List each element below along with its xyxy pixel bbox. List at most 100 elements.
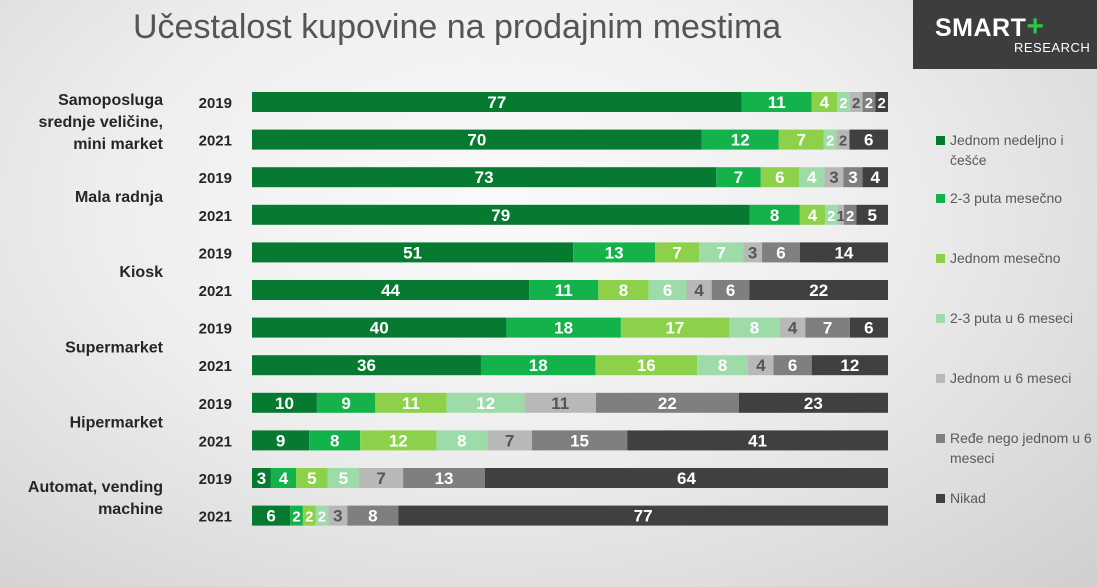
bar-segment bbox=[252, 92, 742, 112]
data-label: 3 bbox=[829, 168, 838, 187]
smart-research-logo: SMART+ RESEARCH bbox=[913, 0, 1097, 69]
data-label: 7 bbox=[716, 243, 725, 262]
year-label: 2019 bbox=[199, 471, 232, 488]
bar-segment bbox=[648, 280, 687, 300]
data-label: 11 bbox=[402, 394, 420, 413]
data-label: 6 bbox=[663, 281, 672, 300]
bar-segment bbox=[716, 167, 761, 188]
bar-segment bbox=[805, 317, 850, 338]
bar-segment bbox=[743, 242, 763, 263]
bar-segment bbox=[686, 280, 712, 300]
bar-segment bbox=[484, 468, 888, 488]
data-label: 6 bbox=[726, 281, 735, 300]
plus-icon: + bbox=[1026, 10, 1045, 43]
bar-segment bbox=[347, 505, 399, 526]
square-icon bbox=[936, 136, 945, 145]
bar-segment bbox=[252, 430, 310, 451]
bar-segment bbox=[697, 355, 749, 376]
data-label: 11 bbox=[555, 281, 573, 300]
category-label: Kiosk bbox=[119, 264, 163, 281]
year-label: 2019 bbox=[199, 245, 232, 262]
data-label: 5 bbox=[307, 469, 316, 488]
bar-segment bbox=[837, 204, 844, 225]
bar-segment bbox=[252, 129, 702, 150]
data-label: 2 bbox=[826, 133, 834, 150]
bar-segment bbox=[315, 505, 329, 526]
data-label: 4 bbox=[808, 206, 818, 225]
data-label: 2 bbox=[839, 133, 847, 150]
bar-segment bbox=[799, 204, 826, 225]
bar-segment bbox=[843, 167, 863, 188]
data-label: 2 bbox=[827, 208, 835, 225]
year-label: 2019 bbox=[199, 170, 232, 187]
bar-segment bbox=[359, 468, 404, 488]
data-label: 10 bbox=[275, 394, 294, 413]
bar-segment bbox=[849, 92, 863, 112]
data-label: 3 bbox=[333, 507, 342, 526]
data-label: 6 bbox=[864, 319, 873, 338]
bar-segment bbox=[811, 92, 838, 112]
bar-segment bbox=[798, 167, 825, 188]
legend-label: 2-3 puta u 6 meseci bbox=[950, 310, 1073, 326]
data-label: 8 bbox=[770, 206, 779, 225]
bar-segment bbox=[309, 430, 361, 451]
data-label: 40 bbox=[370, 319, 389, 338]
legend-label: 2-3 puta mesečno bbox=[950, 190, 1063, 206]
data-label: 7 bbox=[505, 431, 514, 450]
data-label: 12 bbox=[840, 356, 859, 375]
legend-label: Jednom nedeljno i češće bbox=[950, 132, 1064, 168]
bar-segment bbox=[302, 505, 316, 526]
bar-segment bbox=[360, 430, 437, 451]
bar-segment bbox=[701, 129, 779, 150]
bar-segment bbox=[711, 280, 750, 300]
data-label: 73 bbox=[475, 168, 494, 187]
category-label: srednje veličine, bbox=[38, 114, 163, 131]
bar-segment bbox=[836, 129, 850, 150]
bar-segment bbox=[655, 242, 700, 263]
year-label: 2021 bbox=[199, 433, 232, 450]
category-label: machine bbox=[98, 501, 163, 518]
bar-segment bbox=[875, 92, 888, 112]
bar-segment bbox=[825, 204, 838, 225]
bar-segment bbox=[849, 317, 888, 338]
data-label: 7 bbox=[797, 131, 806, 150]
data-label: 5 bbox=[339, 469, 348, 488]
bar-segment bbox=[760, 167, 799, 188]
bar-segment bbox=[252, 167, 717, 188]
bar-segment bbox=[741, 92, 812, 112]
data-label: 5 bbox=[868, 206, 877, 225]
year-label: 2021 bbox=[199, 133, 232, 150]
bar-segment bbox=[252, 242, 574, 263]
category-label: mini market bbox=[73, 136, 163, 153]
category-label: Hipermarket bbox=[70, 415, 164, 432]
bar-segment bbox=[862, 92, 876, 112]
bar-segment bbox=[252, 317, 507, 338]
bar-segment bbox=[436, 430, 488, 451]
data-label: 22 bbox=[658, 394, 677, 413]
data-label: 7 bbox=[823, 319, 832, 338]
data-label: 2 bbox=[865, 95, 873, 112]
data-label: 6 bbox=[266, 507, 275, 526]
bar-segment bbox=[252, 392, 317, 413]
data-label: 17 bbox=[665, 319, 684, 338]
bar-segment bbox=[856, 204, 888, 225]
data-label: 3 bbox=[257, 469, 266, 488]
data-label: 9 bbox=[276, 431, 285, 450]
bar-segment bbox=[779, 317, 806, 338]
data-label: 8 bbox=[330, 431, 339, 450]
bar-segment bbox=[824, 167, 844, 188]
bar-segment bbox=[837, 92, 850, 112]
data-label: 2 bbox=[305, 509, 313, 526]
data-label: 12 bbox=[731, 131, 750, 150]
bar-segment bbox=[799, 242, 888, 263]
data-label: 36 bbox=[357, 356, 376, 375]
data-label: 4 bbox=[694, 281, 704, 300]
bar-segment bbox=[446, 392, 525, 413]
bar-segment bbox=[749, 280, 888, 300]
data-label: 2 bbox=[839, 95, 847, 112]
data-label: 6 bbox=[776, 243, 785, 262]
bar-segment bbox=[595, 392, 739, 413]
data-label: 8 bbox=[457, 431, 466, 450]
bar-segment bbox=[778, 129, 824, 150]
year-label: 2021 bbox=[199, 358, 232, 375]
